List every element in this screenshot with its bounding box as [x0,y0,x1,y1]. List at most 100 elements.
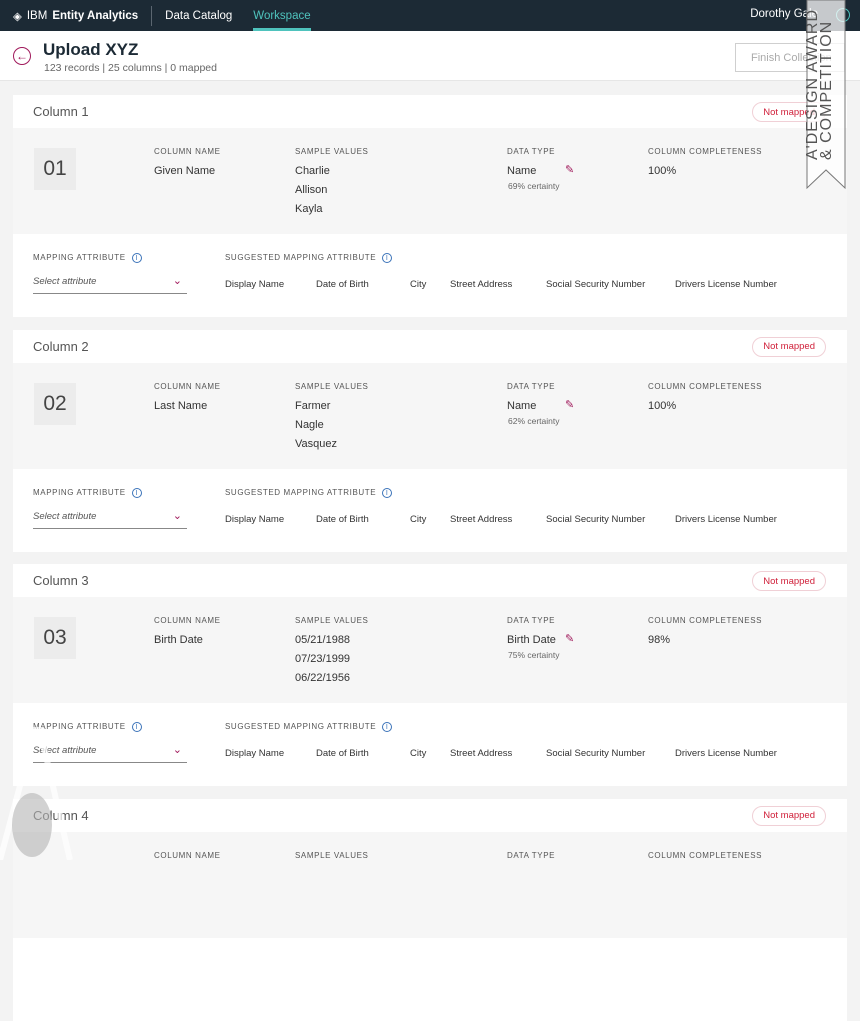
sample-value: Vasquez [295,437,337,450]
sample-values-list: Farmer Nagle Vasquez [295,400,337,457]
sample-values-label: SAMPLE VALUES [295,616,369,625]
mapping-section: MAPPING ATTRIBUTE i SUGGESTED MAPPING ATT… [13,703,847,786]
suggested-attribute[interactable]: City [410,748,427,759]
edit-pencil-icon[interactable]: ✎ [565,164,575,176]
completeness-label: COLUMN COMPLETENESS [648,381,763,391]
suggested-attribute[interactable]: City [410,513,427,525]
suggested-attribute[interactable]: Date of Birth [316,748,369,759]
suggested-attribute[interactable]: Date of Birth [316,513,369,525]
column-name-label: COLUMN NAME [154,616,221,625]
status-badge: Not mapped [752,571,826,591]
chevron-down-icon[interactable]: ⌄ [172,744,182,756]
page-subtitle: 123 records | 25 columns | 0 mapped [44,62,217,74]
sample-value: Charlie [295,165,330,177]
user-avatar-icon[interactable] [836,8,850,22]
completeness-value: 98% [648,634,671,646]
suggested-attribute[interactable]: Drivers License Number [675,279,777,290]
page-title: Upload XYZ [43,40,139,59]
suggested-mapping-label: SUGGESTED MAPPING ATTRIBUTE i [225,487,393,498]
column-details: COLUMN NAME SAMPLE VALUES DATA TYPE COLU… [13,362,847,469]
completeness-value: 100% [648,165,677,177]
suggested-attribute[interactable]: Social Security Number [546,748,646,759]
column-details: COLUMN NAME SAMPLE VALUES DATA TYPE COLU… [13,831,847,938]
suggested-attribute[interactable]: Display Name [225,279,285,290]
column-card: Column 1 Not mapped COLUMN NAME SAMPLE VA… [13,95,847,317]
suggested-attribute[interactable]: Drivers License Number [675,513,777,525]
column-number: 01 [34,148,76,190]
certainty-value: 75% certainty [508,650,560,660]
column-name-label: COLUMN NAME [154,381,221,391]
data-type-label: DATA TYPE [507,850,556,860]
column-card-header: Column 1 Not mapped [13,95,847,128]
suggested-attribute[interactable]: Social Security Number [546,279,646,290]
award-watermark: A'DESIGN AWARD & COMPETITION [804,9,835,160]
info-icon[interactable]: i [131,253,142,263]
brand-logo[interactable]: ◈ IBM Entity Analytics [13,9,139,23]
suggested-mapping-label: SUGGESTED MAPPING ATTRIBUTE i [225,722,393,732]
chevron-down-icon[interactable]: ⌄ [172,509,182,522]
suggested-attribute[interactable]: Drivers License Number [675,748,777,759]
column-details: COLUMN NAME SAMPLE VALUES DATA TYPE COLU… [13,128,847,234]
certainty-value: 62% certainty [508,415,560,426]
sample-value: 05/21/1988 [295,634,351,646]
mapping-attribute-label: MAPPING ATTRIBUTE i [33,487,142,498]
suggested-attribute[interactable]: City [410,279,427,290]
page-header: ← Upload XYZ 123 records | 25 columns | … [0,31,860,81]
completeness-value: 100% [648,399,677,412]
column-card-header: Column 2 Not mapped [13,330,847,363]
user-name[interactable]: Dorothy Gale [750,8,818,20]
data-type-value: Name [507,165,537,177]
data-type-label: DATA TYPE [507,147,556,156]
column-name-value: Last Name [154,399,208,412]
certainty-value: 69% certainty [508,181,560,191]
info-icon[interactable]: i [131,487,142,498]
nav-data-catalog[interactable]: Data Catalog [165,9,233,22]
column-number: 02 [34,382,76,425]
data-type-value: Birth Date [507,634,556,646]
column-name-label: COLUMN NAME [154,147,221,156]
sample-values-label: SAMPLE VALUES [295,147,369,156]
info-icon[interactable]: i [382,487,393,498]
suggested-attribute[interactable]: Street Address [450,513,513,525]
suggested-attribute[interactable]: Display Name [225,748,285,759]
suggested-attribute[interactable]: Date of Birth [316,279,369,290]
suggested-attribute[interactable]: Social Security Number [546,513,646,525]
column-number: 03 [34,617,76,659]
completeness-label: COLUMN COMPLETENESS [648,147,763,156]
edit-pencil-icon[interactable]: ✎ [565,633,575,645]
mapping-attribute-select[interactable]: Select attribute ⌄ [33,275,187,294]
mapping-attribute-label: MAPPING ATTRIBUTE i [33,253,142,263]
sample-value: 07/23/1999 [295,653,351,665]
back-arrow-icon[interactable]: ← [13,47,31,65]
info-icon[interactable]: i [131,722,142,732]
column-name-value: Given Name [154,165,216,177]
column-card: Column 3 Not mapped COLUMN NAME SAMPLE VA… [13,564,847,786]
mapping-attribute-select[interactable]: Select attribute ⌄ [33,744,187,763]
sample-values-list: 05/21/1988 07/23/1999 06/22/1956 [295,634,350,691]
mapping-attribute-select[interactable]: Select attribute ⌄ [33,509,187,529]
status-badge: Not mapped [752,336,826,357]
chevron-down-icon[interactable]: ⌄ [172,275,182,287]
info-icon[interactable]: i [382,253,393,263]
info-icon[interactable]: i [382,722,393,732]
column-name-value: Birth Date [154,634,203,646]
column-card: Column 2 Not mapped COLUMN NAME SAMPLE VA… [13,329,847,552]
mapping-section: MAPPING ATTRIBUTE i SUGGESTED MAPPING ATT… [13,469,847,552]
sample-value: Nagle [295,418,324,431]
data-type-value: Name [507,399,537,412]
column-title: Column 3 [33,573,89,588]
column-details: COLUMN NAME SAMPLE VALUES DATA TYPE COLU… [13,597,847,703]
nav-divider [151,5,153,26]
column-name-label: COLUMN NAME [154,850,221,860]
sample-values-label: SAMPLE VALUES [295,850,369,860]
column-card-header: Column 4 Not mapped [13,799,847,832]
sample-values-label: SAMPLE VALUES [295,381,369,391]
edit-pencil-icon[interactable]: ✎ [565,398,575,411]
suggested-attribute[interactable]: Display Name [225,513,285,525]
mapping-section: MAPPING ATTRIBUTE i SUGGESTED MAPPING ATT… [13,234,847,317]
suggested-attribute[interactable]: Street Address [450,279,513,290]
nav-workspace[interactable]: Workspace [253,0,311,31]
completeness-label: COLUMN COMPLETENESS [648,850,763,860]
suggested-mapping-label: SUGGESTED MAPPING ATTRIBUTE i [225,253,393,263]
suggested-attribute[interactable]: Street Address [450,748,513,759]
